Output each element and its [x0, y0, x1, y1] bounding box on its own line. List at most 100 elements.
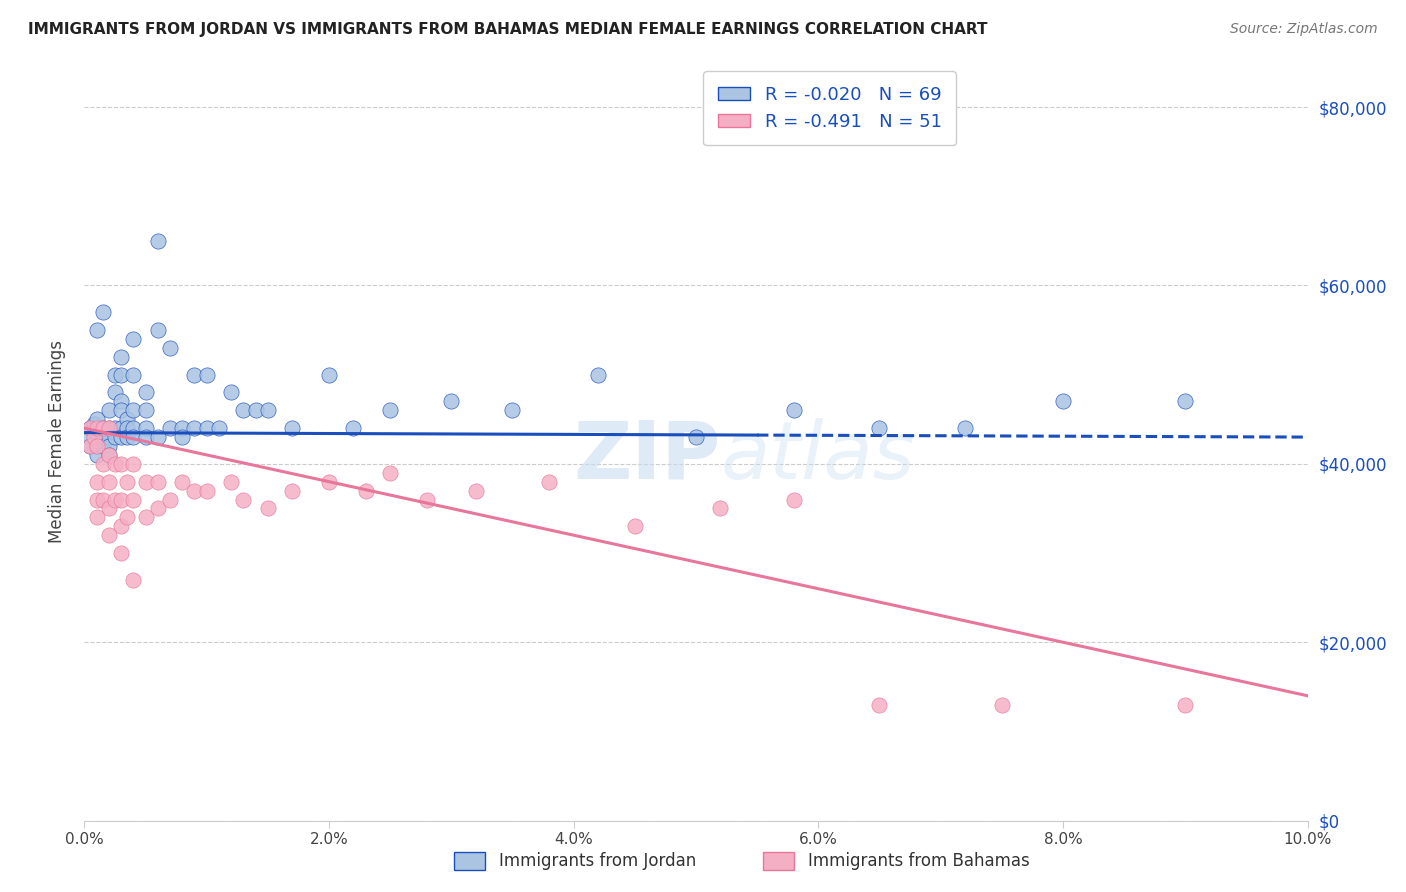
Point	[97, 439, 120, 453]
Text: Immigrants from Jordan: Immigrants from Jordan	[499, 852, 696, 870]
Point	[110, 457, 132, 471]
Point	[172, 475, 194, 489]
Point	[79, 439, 101, 453]
Point	[783, 403, 806, 417]
Point	[86, 448, 108, 462]
Point	[122, 332, 145, 346]
Point	[86, 323, 108, 337]
Text: Immigrants from Bahamas: Immigrants from Bahamas	[808, 852, 1031, 870]
Point	[97, 475, 120, 489]
Point	[91, 421, 114, 435]
Point	[104, 368, 127, 382]
Point	[91, 492, 114, 507]
Point	[86, 475, 108, 489]
Point	[146, 501, 169, 516]
Point	[953, 421, 976, 435]
Point	[416, 492, 439, 507]
Point	[245, 403, 267, 417]
Text: Source: ZipAtlas.com: Source: ZipAtlas.com	[1230, 22, 1378, 37]
Point	[86, 412, 108, 426]
Point	[991, 698, 1014, 712]
Point	[135, 385, 157, 400]
Point	[115, 412, 138, 426]
Point	[146, 430, 169, 444]
Point	[79, 430, 101, 444]
Point	[97, 421, 120, 435]
Point	[183, 421, 205, 435]
Point	[135, 403, 157, 417]
Point	[318, 475, 340, 489]
Point	[232, 492, 254, 507]
Point	[146, 323, 169, 337]
Point	[586, 368, 609, 382]
Point	[104, 430, 127, 444]
Point	[219, 475, 242, 489]
Point	[91, 430, 114, 444]
Point	[281, 421, 304, 435]
Point	[183, 483, 205, 498]
Point	[110, 368, 132, 382]
Point	[159, 341, 181, 355]
Point	[86, 439, 108, 453]
Point	[869, 421, 891, 435]
Point	[110, 546, 132, 560]
Point	[115, 421, 138, 435]
Point	[354, 483, 377, 498]
Point	[172, 430, 194, 444]
Point	[159, 492, 181, 507]
Point	[122, 430, 145, 444]
Point	[135, 421, 157, 435]
Point	[342, 421, 364, 435]
Point	[318, 368, 340, 382]
Point	[135, 510, 157, 524]
Text: atlas: atlas	[720, 417, 915, 496]
Point	[464, 483, 486, 498]
Point	[115, 430, 138, 444]
Point	[91, 457, 114, 471]
Point	[110, 421, 132, 435]
Point	[104, 457, 127, 471]
Point	[79, 421, 101, 435]
Legend: R = -0.020   N = 69, R = -0.491   N = 51: R = -0.020 N = 69, R = -0.491 N = 51	[703, 71, 956, 145]
Point	[219, 385, 242, 400]
Point	[110, 519, 132, 533]
Point	[1174, 698, 1197, 712]
Point	[122, 457, 145, 471]
Point	[624, 519, 647, 533]
Point	[122, 368, 145, 382]
Point	[538, 475, 561, 489]
Point	[104, 421, 127, 435]
Point	[79, 439, 101, 453]
Point	[195, 421, 218, 435]
Point	[110, 394, 132, 409]
Point	[502, 403, 524, 417]
Point	[159, 421, 181, 435]
Point	[208, 421, 231, 435]
Point	[135, 430, 157, 444]
Point	[135, 475, 157, 489]
Point	[97, 421, 120, 435]
Point	[783, 492, 806, 507]
Point	[104, 492, 127, 507]
Point	[97, 528, 120, 542]
Point	[685, 430, 707, 444]
Point	[97, 448, 120, 462]
Point	[83, 417, 105, 431]
Point	[146, 234, 169, 248]
Point	[110, 430, 132, 444]
Point	[91, 421, 114, 435]
Point	[122, 421, 145, 435]
Point	[86, 421, 108, 435]
Point	[869, 698, 891, 712]
Point	[122, 403, 145, 417]
Point	[110, 492, 132, 507]
Point	[97, 403, 120, 417]
Point	[232, 403, 254, 417]
Point	[83, 430, 105, 444]
Y-axis label: Median Female Earnings: Median Female Earnings	[48, 340, 66, 543]
Point	[97, 448, 120, 462]
Point	[122, 492, 145, 507]
Point	[86, 492, 108, 507]
Text: IMMIGRANTS FROM JORDAN VS IMMIGRANTS FROM BAHAMAS MEDIAN FEMALE EARNINGS CORRELA: IMMIGRANTS FROM JORDAN VS IMMIGRANTS FRO…	[28, 22, 987, 37]
Point	[115, 475, 138, 489]
